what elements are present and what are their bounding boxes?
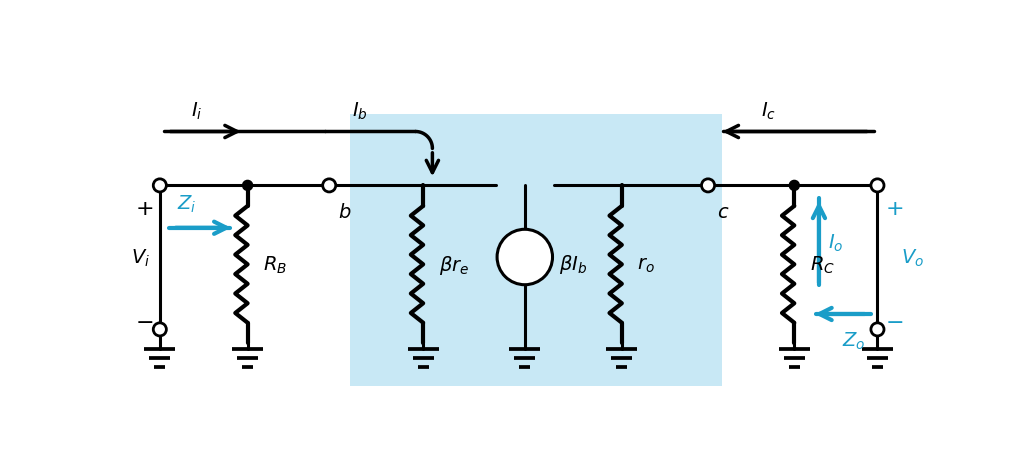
Text: $c$: $c$ [717, 203, 730, 222]
Text: $I_b$: $I_b$ [352, 101, 368, 122]
Circle shape [497, 230, 553, 285]
Circle shape [701, 179, 715, 192]
Text: $R_B$: $R_B$ [263, 254, 287, 275]
Circle shape [323, 179, 336, 192]
Text: $-$: $-$ [135, 310, 154, 330]
Bar [350, 115, 722, 386]
Text: $+$: $+$ [135, 199, 154, 219]
Text: $V_o$: $V_o$ [900, 247, 924, 268]
Text: $I_c$: $I_c$ [761, 101, 775, 122]
Circle shape [871, 323, 884, 336]
Text: $b$: $b$ [339, 203, 352, 222]
Text: $V_i$: $V_i$ [131, 247, 151, 268]
Circle shape [790, 181, 800, 191]
Text: $Z_o$: $Z_o$ [842, 330, 865, 351]
Text: $R_C$: $R_C$ [810, 254, 835, 275]
Circle shape [154, 323, 166, 336]
Text: $I_o$: $I_o$ [828, 232, 844, 253]
Text: $Z_i$: $Z_i$ [177, 193, 197, 214]
Text: $\beta r_e$: $\beta r_e$ [438, 253, 469, 276]
Text: $-$: $-$ [886, 310, 903, 330]
Text: $\beta I_b$: $\beta I_b$ [559, 252, 588, 275]
Circle shape [871, 179, 884, 192]
Text: $r_o$: $r_o$ [637, 255, 655, 274]
Circle shape [243, 181, 253, 191]
Text: $I_i$: $I_i$ [191, 100, 203, 121]
Circle shape [154, 179, 166, 192]
Text: $+$: $+$ [886, 199, 903, 219]
